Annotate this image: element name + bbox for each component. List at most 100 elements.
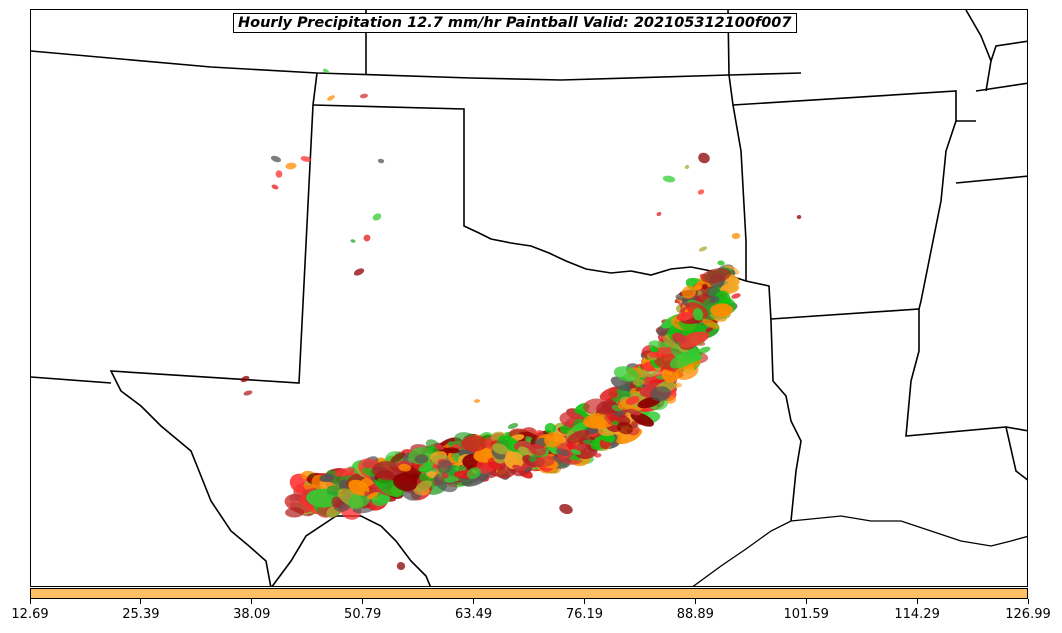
precip-blob xyxy=(544,422,556,434)
precip-blob xyxy=(271,184,279,190)
precip-blob xyxy=(350,239,356,243)
border-ky xyxy=(975,82,1027,92)
border-ne-corner xyxy=(965,10,992,92)
colorbar-tick-label: 50.79 xyxy=(344,607,382,622)
colorbar-tick-label: 114.29 xyxy=(894,607,940,622)
precip-blob xyxy=(559,503,573,515)
colorbar-tick xyxy=(473,599,475,604)
precip-blob xyxy=(414,454,429,464)
precip-blob xyxy=(702,318,720,330)
precip-blob xyxy=(338,479,349,491)
precip-blob xyxy=(717,260,725,266)
map-panel xyxy=(30,9,1028,587)
precip-blob xyxy=(555,448,571,457)
precip-blob xyxy=(650,386,671,402)
colorbar-tick-label: 25.39 xyxy=(122,607,160,622)
precip-blob xyxy=(697,346,711,354)
precip-blob xyxy=(371,461,404,481)
precip-blob xyxy=(275,170,283,178)
precip-blob xyxy=(714,290,731,307)
precip-blob xyxy=(398,463,411,472)
precip-blob xyxy=(676,312,694,321)
precip-blob xyxy=(656,211,662,217)
border-ks-west xyxy=(312,72,318,106)
precip-blob xyxy=(285,162,297,170)
precip-blob xyxy=(535,429,543,437)
precip-blob xyxy=(445,447,460,454)
precip-blob xyxy=(326,485,342,496)
border-nm-tx xyxy=(109,104,314,586)
precip-blob xyxy=(364,491,370,497)
precip-blob xyxy=(625,396,640,405)
precip-blob xyxy=(534,456,555,467)
precip-blob xyxy=(662,175,676,183)
border-il xyxy=(990,40,1027,62)
precip-blob xyxy=(613,366,640,382)
precip-blob xyxy=(731,232,741,240)
border-nm-west xyxy=(31,376,112,384)
precip-blob xyxy=(473,399,481,403)
precip-blob xyxy=(492,443,508,455)
precipitation-blobs xyxy=(240,68,802,571)
precip-blob xyxy=(396,561,406,571)
precip-blob xyxy=(270,155,282,163)
precip-blob xyxy=(353,268,365,276)
border-ks-east xyxy=(728,74,747,281)
precip-blob xyxy=(322,68,330,74)
colorbar-tick-label: 63.49 xyxy=(454,607,493,622)
precip-blob xyxy=(366,491,379,500)
precip-blob xyxy=(508,451,523,461)
precip-blob xyxy=(300,156,312,162)
border-tx-la xyxy=(745,280,802,522)
precip-blob xyxy=(731,293,741,299)
map-canvas xyxy=(31,10,1027,586)
colorbar-tick-label: 12.69 xyxy=(11,607,49,622)
colorbar-tick-label: 126.99 xyxy=(1005,607,1051,622)
precip-blob xyxy=(518,446,535,458)
precip-blob xyxy=(567,429,591,444)
colorbar-tick-label: 101.59 xyxy=(783,607,829,622)
precip-blob xyxy=(466,467,481,480)
colorbar-tick xyxy=(29,599,31,604)
precip-blob xyxy=(415,480,433,492)
precip-blob xyxy=(363,234,371,242)
precip-blob xyxy=(681,285,696,299)
precip-blob xyxy=(426,471,437,479)
precip-blob xyxy=(327,95,335,101)
precip-blob xyxy=(570,449,582,455)
precip-blob xyxy=(627,408,641,416)
border-ms-al xyxy=(1005,426,1027,432)
precip-blob xyxy=(390,452,406,463)
border-ar-la xyxy=(770,308,1027,481)
precip-blob xyxy=(701,283,708,290)
precip-blob xyxy=(704,326,714,333)
precip-blob xyxy=(372,213,382,221)
precip-blob xyxy=(698,246,708,252)
precip-blob xyxy=(243,390,253,396)
precip-blob xyxy=(709,296,720,304)
precip-blob xyxy=(684,164,690,170)
precip-blob xyxy=(454,465,467,472)
precip-blob xyxy=(331,496,342,508)
colorbar-tick xyxy=(140,599,142,604)
colorbar-tick xyxy=(1027,599,1029,604)
border-mo-ar xyxy=(732,90,976,122)
precip-blob xyxy=(701,268,732,284)
border-mexico xyxy=(271,515,432,586)
precip-blob xyxy=(594,453,602,458)
precip-blob xyxy=(507,423,519,429)
border-tn xyxy=(955,175,1027,184)
precip-blob xyxy=(606,413,620,423)
precip-blob xyxy=(612,420,619,426)
border-ks-ok xyxy=(312,104,747,282)
colorbar-tick-label: 38.09 xyxy=(233,607,271,622)
precip-blob xyxy=(672,332,687,343)
coastline xyxy=(692,515,1027,586)
colorbar-tick xyxy=(805,599,807,604)
precip-blob xyxy=(616,421,633,435)
precip-blob xyxy=(359,93,369,99)
colorbar-tick xyxy=(251,599,253,604)
precip-blob xyxy=(528,443,547,456)
precip-blob xyxy=(285,507,305,518)
precip-blob xyxy=(392,473,418,492)
